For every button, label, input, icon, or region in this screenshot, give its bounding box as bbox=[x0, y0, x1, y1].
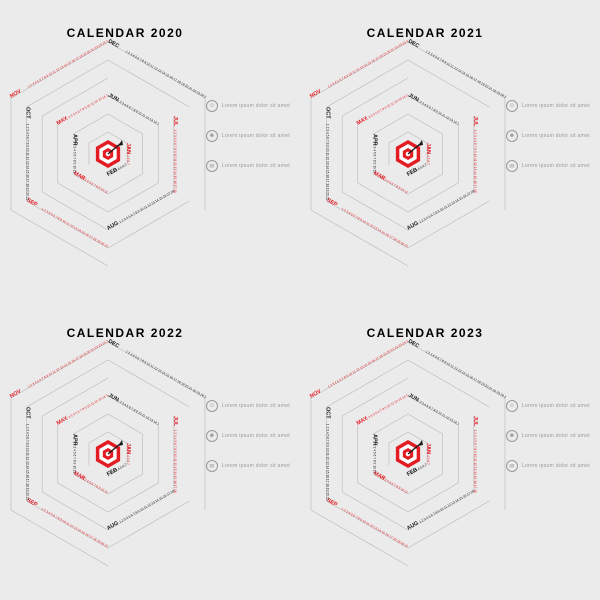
legend-icon: ☻ bbox=[506, 130, 518, 142]
legend-text: Lorem ipsum dolor sit amet bbox=[522, 403, 590, 409]
legend-text: Lorem ipsum dolor sit amet bbox=[522, 163, 590, 169]
legend-2020: ☺ Lorem ipsum dolor sit amet ☻ Lorem ipsum … bbox=[206, 100, 290, 172]
legend-icon: ☺ bbox=[506, 400, 518, 412]
svg-text:1 2 3 4 5 6 7 8 9 10 11 12 13: 1 2 3 4 5 6 7 8 9 10 11 12 13 14 15 16 1… bbox=[17, 43, 29, 201]
legend-item: ☺ Lorem ipsum dolor sit amet bbox=[506, 100, 590, 112]
svg-text:OCT: OCT bbox=[25, 107, 31, 119]
calendar-grid: CALENDAR 2020 JAN1 2 3 4 5 6 7 8 9 10 11… bbox=[0, 0, 600, 600]
legend-icon: ☻ bbox=[206, 130, 218, 142]
title-2021: CALENDAR 2021 bbox=[367, 26, 484, 40]
legend-text: Lorem ipsum dolor sit amet bbox=[522, 103, 590, 109]
svg-text:OCT: OCT bbox=[325, 407, 331, 419]
svg-text:1 2 3 4 5 6 7 8 9 10 11 12 13: 1 2 3 4 5 6 7 8 9 10 11 12 13 14 15 16 1… bbox=[317, 343, 507, 399]
svg-text:1 2 3 4 5 6 7 8 9 10 11 12 13: 1 2 3 4 5 6 7 8 9 10 11 12 13 14 15 16 1… bbox=[317, 43, 475, 224]
svg-text:1 2 3 4 5 6 7 8 9 10 11 12 13: 1 2 3 4 5 6 7 8 9 10 11 12 13 14 15 16 1… bbox=[317, 43, 329, 201]
legend-icon: ✉ bbox=[506, 160, 518, 172]
legend-text: Lorem ipsum dolor sit amet bbox=[522, 433, 590, 439]
svg-text:1 2 3 4 5 6 7 8 9 10 11 12 13: 1 2 3 4 5 6 7 8 9 10 11 12 13 14 15 16 1… bbox=[17, 43, 110, 249]
svg-text:1 2 3 4 5 6 7 8 9 10 11 12 13: 1 2 3 4 5 6 7 8 9 10 11 12 13 14 15 16 1… bbox=[317, 343, 410, 549]
legend-text: Lorem ipsum dolor sit amet bbox=[222, 403, 290, 409]
svg-text:1 2 3 4 5 6 7 8 9 10 11 12 13: 1 2 3 4 5 6 7 8 9 10 11 12 13 14 15 16 1… bbox=[17, 43, 207, 99]
svg-text:JUL: JUL bbox=[472, 416, 478, 427]
legend-text: Lorem ipsum dolor sit amet bbox=[522, 463, 590, 469]
svg-text:AUG: AUG bbox=[406, 220, 420, 231]
legend-item: ☺ Lorem ipsum dolor sit amet bbox=[206, 100, 290, 112]
svg-text:NOV: NOV bbox=[9, 88, 23, 99]
svg-text:1 2 3 4 5 6 7 8 9 10 11 12 13: 1 2 3 4 5 6 7 8 9 10 11 12 13 14 15 16 1… bbox=[317, 43, 507, 99]
legend-2021: ☺ Lorem ipsum dolor sit amet ☻ Lorem ipsum … bbox=[506, 100, 590, 172]
svg-text:1 2 3 4 5 6 7 8 9 10 11 12 13: 1 2 3 4 5 6 7 8 9 10 11 12 13 14 15 16 1… bbox=[17, 343, 207, 399]
svg-text:1 2 3 4 5 6 7 8 9 10 11 12 13: 1 2 3 4 5 6 7 8 9 10 11 12 13 14 15 16 1… bbox=[17, 343, 175, 524]
cell-2023: CALENDAR 2023 JAN1 2 3 4 5 6 7 8 9 10 11… bbox=[300, 300, 600, 600]
svg-text:1 2 3 4 5 6 7 8 9 10 11 12 13: 1 2 3 4 5 6 7 8 9 10 11 12 13 14 15 16 1… bbox=[17, 343, 160, 426]
legend-icon: ✉ bbox=[206, 160, 218, 172]
legend-text: Lorem ipsum dolor sit amet bbox=[522, 133, 590, 139]
cell-2020: CALENDAR 2020 JAN1 2 3 4 5 6 7 8 9 10 11… bbox=[0, 0, 300, 300]
legend-2022: ☺ Lorem ipsum dolor sit amet ☻ Lorem ipsum … bbox=[206, 400, 290, 472]
legend-2023: ☺ Lorem ipsum dolor sit amet ☻ Lorem ipsum … bbox=[506, 400, 590, 472]
svg-text:1 2 3 4 5 6 7 8 9 10 11 12 13: 1 2 3 4 5 6 7 8 9 10 11 12 13 14 15 16 1… bbox=[17, 343, 109, 421]
hex-2020: JAN1 2 3 4 5 6 7 8 9 10 11 12 13 14 15 1… bbox=[18, 46, 198, 246]
svg-text:1 2 3 4 5 6 7 8 9 10 11 12 13: 1 2 3 4 5 6 7 8 9 10 11 12 13 14 15 16 1… bbox=[317, 343, 460, 426]
svg-text:JUL: JUL bbox=[472, 116, 478, 127]
cell-2022: CALENDAR 2022 JAN1 2 3 4 5 6 7 8 9 10 11… bbox=[0, 300, 300, 600]
svg-text:OCT: OCT bbox=[325, 107, 331, 119]
legend-icon: ☺ bbox=[206, 100, 218, 112]
svg-text:1 2 3 4 5 6 7 8 9 10 11 12 13: 1 2 3 4 5 6 7 8 9 10 11 12 13 14 15 16 1… bbox=[317, 343, 475, 524]
legend-text: Lorem ipsum dolor sit amet bbox=[222, 463, 290, 469]
legend-icon: ✉ bbox=[206, 460, 218, 472]
legend-item: ☻ Lorem ipsum dolor sit amet bbox=[206, 130, 290, 142]
svg-text:1 2 3 4 5 6 7 8 9 10 11 12 13: 1 2 3 4 5 6 7 8 9 10 11 12 13 14 15 16 1… bbox=[17, 343, 29, 501]
svg-text:AUG: AUG bbox=[106, 220, 120, 231]
svg-text:1 2 3 4 5 6 7 8 9 10 11 12 13: 1 2 3 4 5 6 7 8 9 10 11 12 13 14 15 16 1… bbox=[17, 339, 109, 389]
svg-text:1 2 3 4 5 6 7 8 9 10 11 12 13: 1 2 3 4 5 6 7 8 9 10 11 12 13 14 15 16 1… bbox=[317, 43, 460, 126]
svg-text:NOV: NOV bbox=[309, 88, 323, 99]
legend-text: Lorem ipsum dolor sit amet bbox=[222, 433, 290, 439]
legend-item: ☻ Lorem ipsum dolor sit amet bbox=[206, 430, 290, 442]
title-2022: CALENDAR 2022 bbox=[67, 326, 184, 340]
svg-text:1 2 3 4 5 6 7 8 9 10 11 12 13: 1 2 3 4 5 6 7 8 9 10 11 12 13 14 15 16 1… bbox=[17, 43, 160, 126]
svg-text:1 2 3 4 5 6 7 8 9 10 11 12 13: 1 2 3 4 5 6 7 8 9 10 11 12 13 14 15 16 1… bbox=[17, 343, 110, 549]
svg-text:1 2 3 4 5 6 7 8 9 10 11 12 13: 1 2 3 4 5 6 7 8 9 10 11 12 13 14 15 16 1… bbox=[317, 43, 409, 121]
svg-text:1 2 3 4 5 6 7 8 9 10 11 12 13: 1 2 3 4 5 6 7 8 9 10 11 12 13 14 15 16 1… bbox=[17, 39, 109, 89]
legend-item: ☺ Lorem ipsum dolor sit amet bbox=[506, 400, 590, 412]
legend-icon: ☻ bbox=[506, 430, 518, 442]
legend-item: ☺ Lorem ipsum dolor sit amet bbox=[206, 400, 290, 412]
svg-text:AUG: AUG bbox=[406, 520, 420, 531]
legend-icon: ☻ bbox=[206, 430, 218, 442]
legend-text: Lorem ipsum dolor sit amet bbox=[222, 133, 290, 139]
svg-text:NOV: NOV bbox=[309, 388, 323, 399]
cell-2021: CALENDAR 2021 JAN1 2 3 4 5 6 7 8 9 10 11… bbox=[300, 0, 600, 300]
svg-text:OCT: OCT bbox=[25, 407, 31, 419]
title-2020: CALENDAR 2020 bbox=[67, 26, 184, 40]
legend-icon: ☺ bbox=[506, 100, 518, 112]
legend-item: ☻ Lorem ipsum dolor sit amet bbox=[506, 130, 590, 142]
legend-item: ✉ Lorem ipsum dolor sit amet bbox=[506, 160, 590, 172]
legend-item: ☻ Lorem ipsum dolor sit amet bbox=[506, 430, 590, 442]
svg-text:AUG: AUG bbox=[106, 520, 120, 531]
svg-text:JUL: JUL bbox=[172, 416, 178, 427]
legend-text: Lorem ipsum dolor sit amet bbox=[222, 103, 290, 109]
svg-text:1 2 3 4 5 6 7 8 9 10 11 12 13: 1 2 3 4 5 6 7 8 9 10 11 12 13 14 15 16 1… bbox=[317, 343, 329, 501]
legend-icon: ☺ bbox=[206, 400, 218, 412]
svg-text:NOV: NOV bbox=[9, 388, 23, 399]
hex-2022: JAN1 2 3 4 5 6 7 8 9 10 11 12 13 14 15 1… bbox=[18, 346, 198, 546]
svg-text:1 2 3 4 5 6 7 8 9 10 11 12 13: 1 2 3 4 5 6 7 8 9 10 11 12 13 14 15 16 1… bbox=[317, 39, 409, 89]
legend-item: ✉ Lorem ipsum dolor sit amet bbox=[206, 160, 290, 172]
svg-text:1 2 3 4 5 6 7 8 9 10 11 12 13: 1 2 3 4 5 6 7 8 9 10 11 12 13 14 15 16 1… bbox=[17, 43, 175, 224]
svg-text:1 2 3 4 5 6 7 8 9 10 11 12 13: 1 2 3 4 5 6 7 8 9 10 11 12 13 14 15 16 1… bbox=[317, 43, 410, 249]
svg-text:1 2 3 4 5 6 7 8 9 10 11 12 13: 1 2 3 4 5 6 7 8 9 10 11 12 13 14 15 16 1… bbox=[317, 339, 409, 389]
svg-text:1 2 3 4 5 6 7 8 9 10 11 12 13: 1 2 3 4 5 6 7 8 9 10 11 12 13 14 15 16 1… bbox=[17, 43, 109, 121]
legend-item: ✉ Lorem ipsum dolor sit amet bbox=[206, 460, 290, 472]
hex-2021: JAN1 2 3 4 5 6 7 8 9 10 11 12 13 14 15 1… bbox=[318, 46, 498, 246]
legend-icon: ✉ bbox=[506, 460, 518, 472]
svg-text:JUL: JUL bbox=[172, 116, 178, 127]
svg-text:1 2 3 4 5 6 7 8 9 10 11 12 13: 1 2 3 4 5 6 7 8 9 10 11 12 13 14 15 16 1… bbox=[317, 343, 409, 421]
hex-2023: JAN1 2 3 4 5 6 7 8 9 10 11 12 13 14 15 1… bbox=[318, 346, 498, 546]
legend-text: Lorem ipsum dolor sit amet bbox=[222, 163, 290, 169]
title-2023: CALENDAR 2023 bbox=[367, 326, 484, 340]
legend-item: ✉ Lorem ipsum dolor sit amet bbox=[506, 460, 590, 472]
